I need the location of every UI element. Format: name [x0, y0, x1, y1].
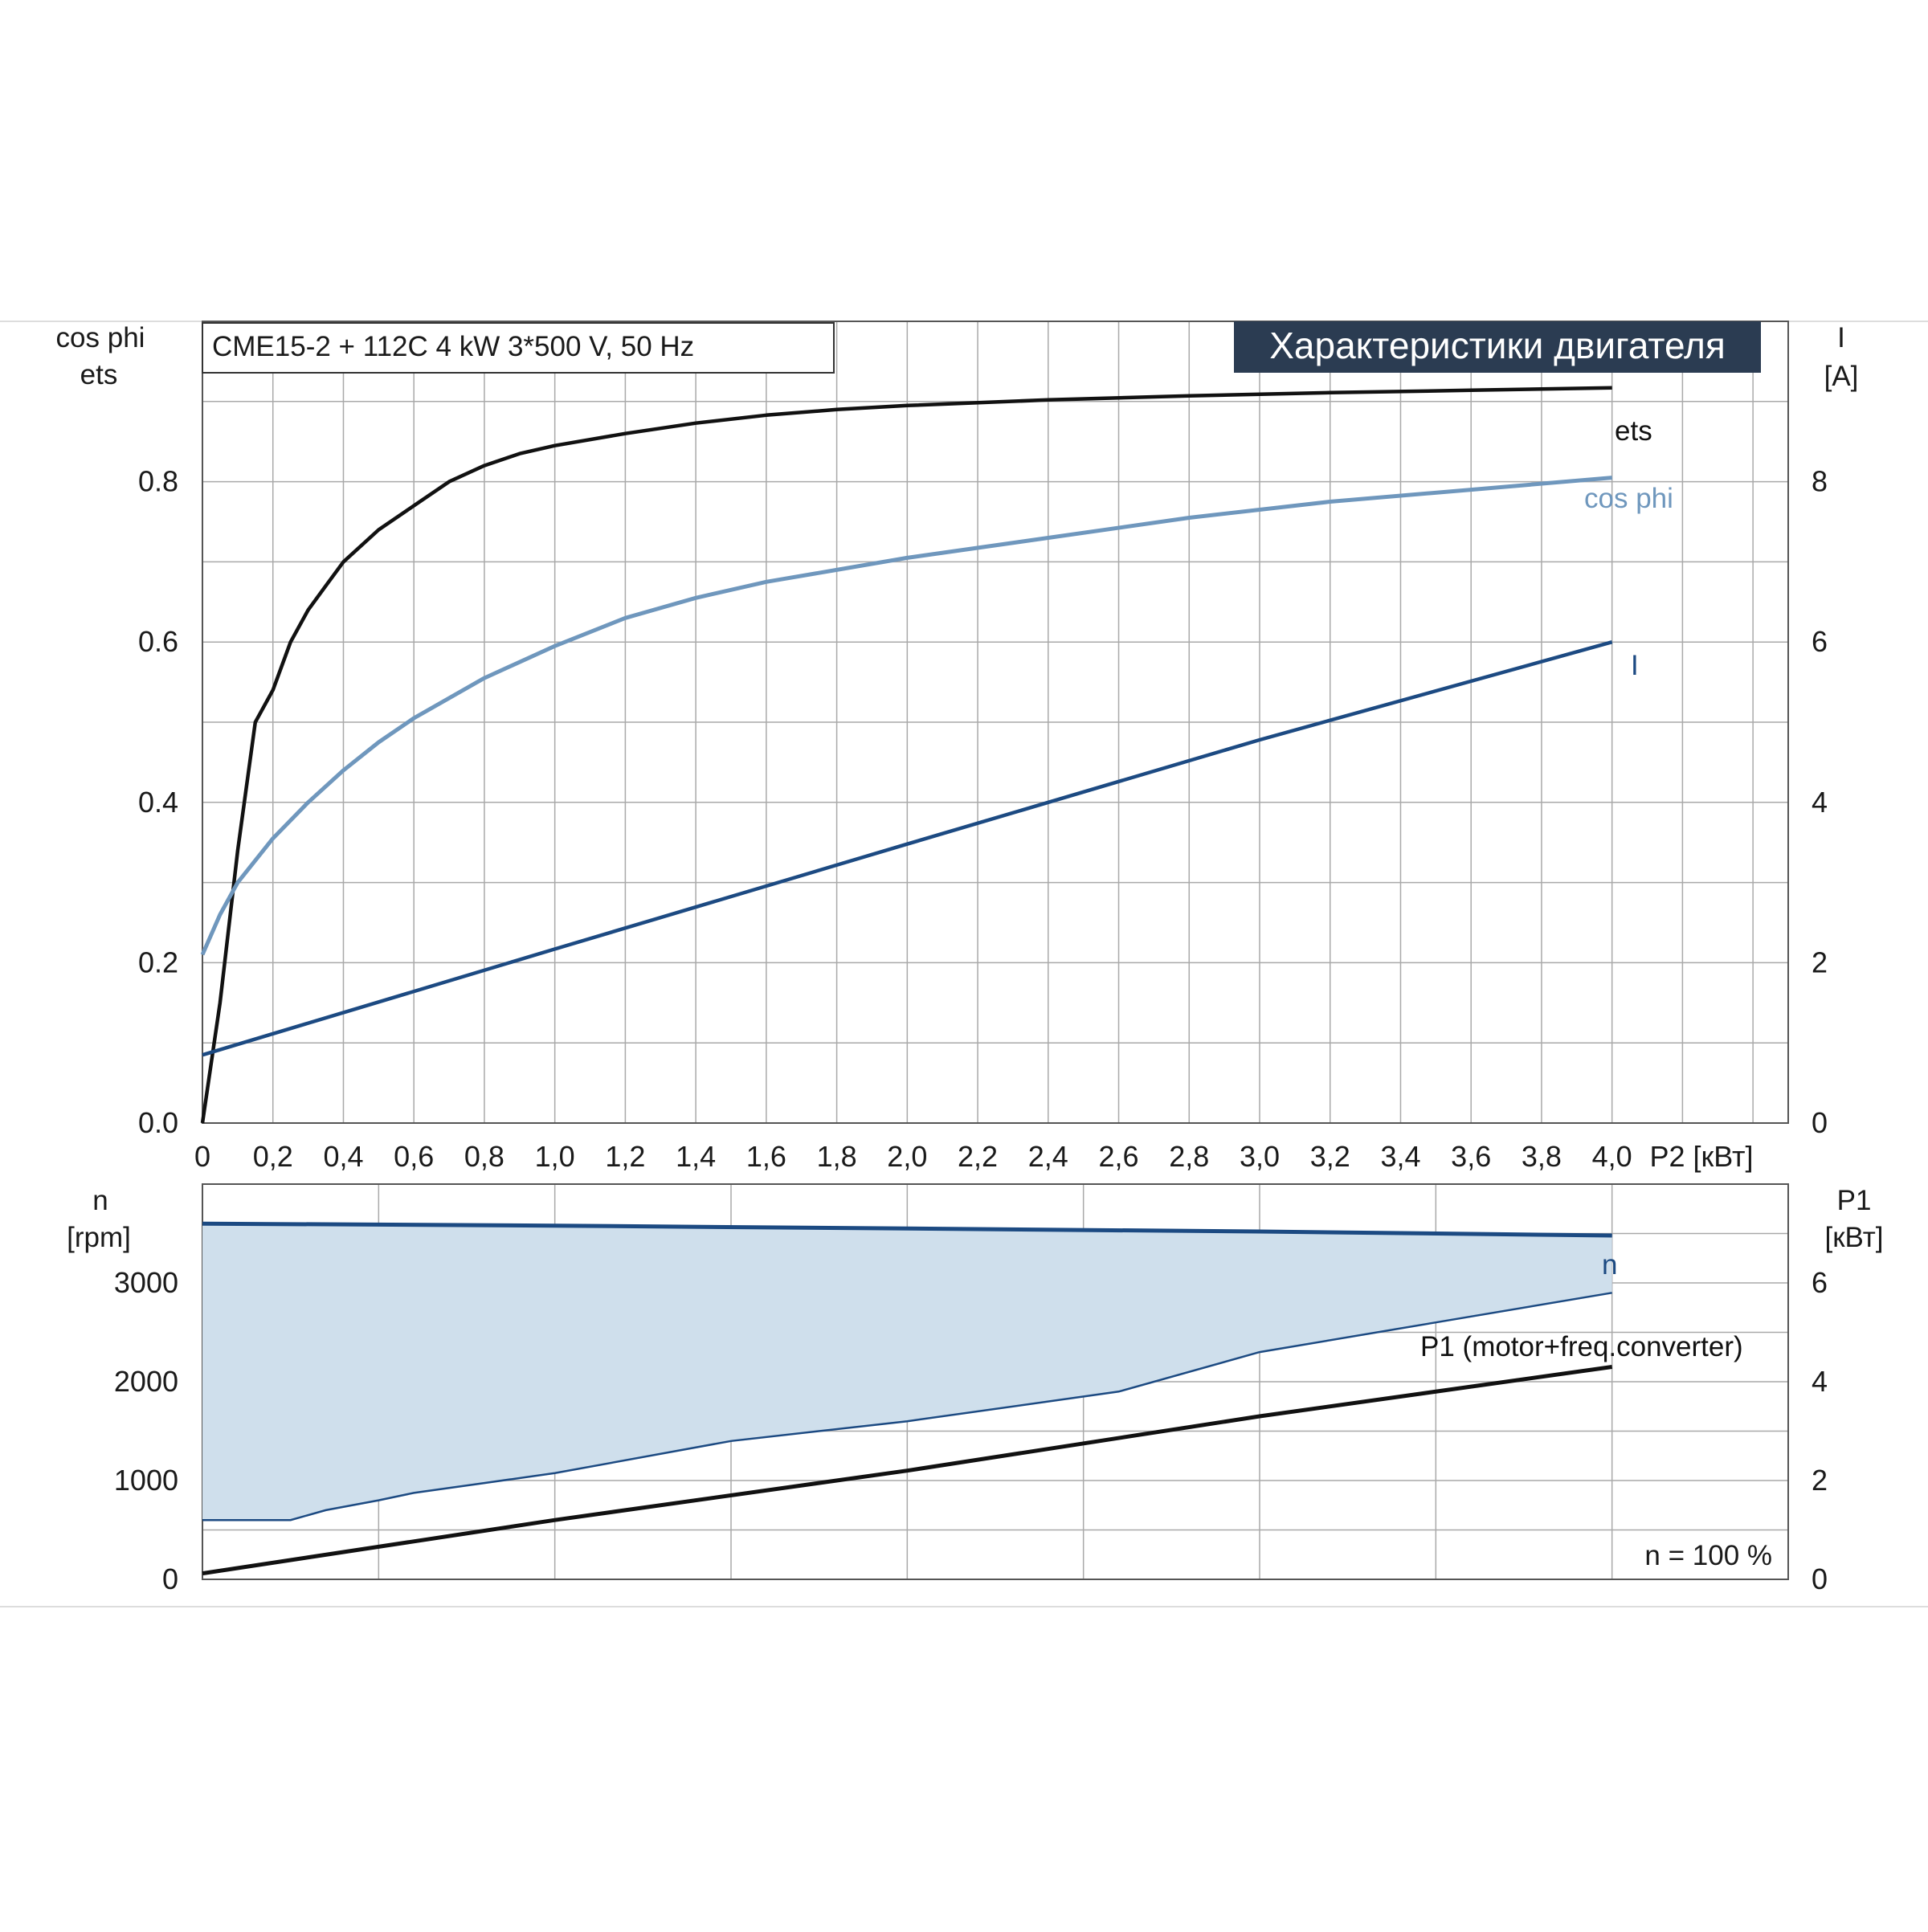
- ets-curve: [200, 386, 1612, 1124]
- bottom-right-y-tick: 0: [1812, 1562, 1828, 1595]
- bottom-right-axis-title-1: P1: [1837, 1185, 1872, 1216]
- x-tick-label: 2,6: [1099, 1140, 1139, 1173]
- bottom-left-y-tick: 3000: [114, 1266, 178, 1299]
- x-tick-label: 0,6: [394, 1140, 434, 1173]
- top-left-y-tick: 0.4: [138, 786, 178, 819]
- bottom-left-y-tick: 1000: [114, 1464, 178, 1497]
- x-tick-label: 3,2: [1310, 1140, 1350, 1173]
- x-tick-label: 0: [194, 1140, 210, 1173]
- x-axis-title: P2 [кВт]: [1649, 1140, 1753, 1173]
- top-right-y-tick: 4: [1812, 786, 1828, 819]
- top-right-axis-title-2: [A]: [1824, 361, 1859, 392]
- cos-phi-series-label: cos phi: [1584, 483, 1673, 514]
- bottom-left-axis-title-2: [rpm]: [67, 1222, 131, 1253]
- top-left-axis-title-2: ets: [80, 359, 118, 390]
- p1-curve: [202, 1365, 1613, 1576]
- cos-phi-curve: [200, 476, 1612, 956]
- bottom-left-y-tick: 2000: [114, 1365, 178, 1398]
- top-right-axis-title-1: I: [1837, 322, 1845, 353]
- top-left-y-tick: 0.6: [138, 625, 178, 658]
- x-tick-label: 1,8: [817, 1140, 857, 1173]
- top-right-y-tick: 6: [1812, 625, 1828, 658]
- x-tick-label: 2,8: [1169, 1140, 1209, 1173]
- title-banner-text: Характеристики двигателя: [1269, 325, 1726, 366]
- top-left-axis-title-1: cos phi: [56, 322, 145, 353]
- x-tick-label: 2,0: [887, 1140, 927, 1173]
- x-tick-label: 4,0: [1592, 1140, 1632, 1173]
- model-info-box: [202, 322, 835, 374]
- top-right-y-tick: 8: [1812, 465, 1828, 498]
- top-left-y-tick: 0.2: [138, 946, 178, 978]
- current-curve: [202, 640, 1613, 1057]
- bottom-right-y-tick: 4: [1812, 1365, 1828, 1398]
- top-right-y-tick: 2: [1812, 946, 1828, 978]
- x-tick-label: 3,4: [1380, 1140, 1420, 1173]
- x-tick-label: 0,8: [464, 1140, 504, 1173]
- operating-range-lower-boundary: [202, 1292, 1612, 1522]
- x-tick-label: 3,8: [1522, 1140, 1562, 1173]
- top-right-y-tick: 0: [1812, 1106, 1828, 1139]
- p1-series-label: P1 (motor+freq.converter): [1420, 1331, 1743, 1362]
- x-tick-label: 1,0: [535, 1140, 575, 1173]
- x-tick-label: 1,4: [676, 1140, 716, 1173]
- speed-curve: [202, 1221, 1612, 1238]
- bottom-left-axis-title-1: n: [92, 1185, 108, 1216]
- x-tick-label: 1,6: [746, 1140, 786, 1173]
- x-tick-label: 2,2: [958, 1140, 998, 1173]
- model-info-text: CME15-2 + 112C 4 kW 3*500 V, 50 Hz: [212, 331, 694, 362]
- bottom-right-axis-title-2: [кВт]: [1825, 1222, 1884, 1253]
- x-tick-label: 1,2: [605, 1140, 645, 1173]
- title-banner: [1234, 321, 1761, 373]
- x-tick-label: 3,6: [1451, 1140, 1491, 1173]
- current-series-label: I: [1631, 650, 1639, 681]
- speed-percent-note: n = 100 %: [1644, 1540, 1772, 1571]
- bottom-right-y-tick: 6: [1812, 1266, 1828, 1299]
- top-left-y-tick: 0.0: [138, 1106, 178, 1139]
- top-plot-border: [202, 321, 1789, 1124]
- x-tick-label: 0,4: [323, 1140, 363, 1173]
- speed-series-label: n: [1602, 1249, 1617, 1281]
- operating-range-area: [202, 1223, 1612, 1521]
- x-tick-label: 2,4: [1028, 1140, 1068, 1173]
- bottom-left-y-tick: 0: [162, 1562, 178, 1595]
- x-tick-label: 0,2: [253, 1140, 293, 1173]
- x-tick-label: 3,0: [1240, 1140, 1280, 1173]
- bottom-right-y-tick: 2: [1812, 1464, 1828, 1497]
- ets-series-label: ets: [1615, 415, 1652, 447]
- top-left-y-tick: 0.8: [138, 465, 178, 498]
